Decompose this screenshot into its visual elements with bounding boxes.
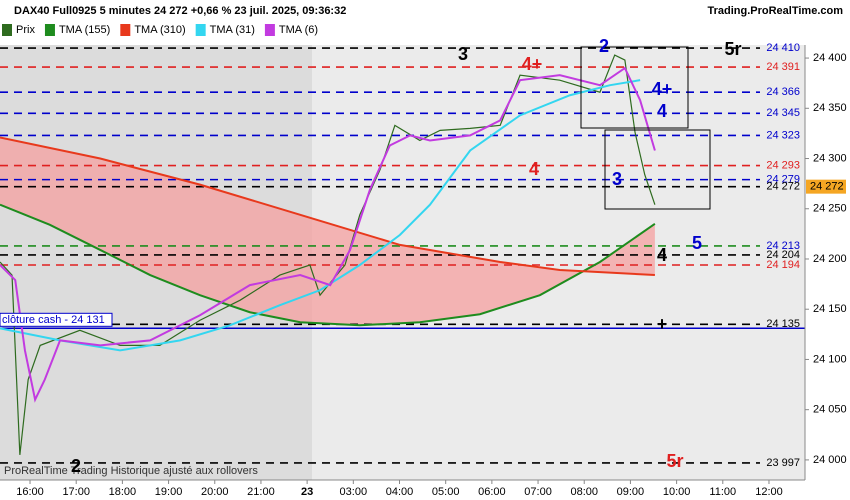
legend-swatch [195, 24, 206, 36]
y-tick-label: 24 400 [813, 52, 847, 64]
legend-swatch [120, 24, 131, 36]
annotation: 5r [666, 451, 683, 471]
legend-label: TMA (155) [59, 24, 110, 36]
x-tick-label: 17:00 [62, 486, 90, 498]
zone-box [580, 46, 689, 129]
legend-label: TMA (6) [279, 24, 318, 36]
y-tick-label: 24 350 [813, 102, 847, 114]
chart-title: DAX40 Full0925 5 minutes 24 272 +0,66 % … [14, 5, 346, 17]
series-line [0, 54, 656, 455]
level-label: 24 293 [766, 159, 800, 171]
x-tick-label: 04:00 [386, 486, 414, 498]
y-tick-label: 24 150 [813, 303, 847, 315]
last-price-label: 24 272 [810, 181, 844, 193]
y-tick-label: 24 200 [813, 253, 847, 265]
y-tick-label: 24 050 [813, 404, 847, 416]
level-label: 24 204 [766, 249, 800, 261]
last-price-badge [806, 179, 846, 194]
level-label: 24 279 [766, 174, 800, 186]
x-tick-label: 07:00 [524, 486, 552, 498]
annotation: 3 [458, 44, 468, 64]
level-label: 24 410 [766, 42, 800, 54]
legend-label: TMA (310) [134, 24, 185, 36]
legend-swatch [2, 24, 12, 36]
level-label: 24 345 [766, 107, 800, 119]
series-line [0, 66, 656, 403]
x-tick-label: 05:00 [432, 486, 460, 498]
cash-close-label: clôture cash - 24 131 [2, 314, 105, 326]
x-tick-label: 18:00 [109, 486, 137, 498]
annotation: 2 [599, 36, 609, 56]
level-label: 24 391 [766, 61, 800, 73]
y-tick-label: 24 100 [813, 353, 847, 365]
x-tick-label: 03:00 [340, 486, 368, 498]
area-fill [0, 137, 655, 326]
x-tick-label: 06:00 [478, 486, 506, 498]
level-label: 24 323 [766, 129, 800, 141]
x-tick-label: 16:00 [16, 486, 44, 498]
level-label: 24 366 [766, 86, 800, 98]
level-label: 24 135 [766, 318, 800, 330]
y-tick-label: 24 000 [813, 454, 847, 466]
legend-label: Prix [16, 24, 35, 36]
cash-close-box [0, 312, 113, 327]
annotation: + [657, 314, 668, 334]
legend-label: TMA (31) [210, 24, 255, 36]
annotation: 5 [692, 233, 702, 253]
source: Trading.ProRealTime.com [707, 5, 843, 17]
annotation: 4+ [522, 54, 543, 74]
x-tick-label: 09:00 [617, 486, 645, 498]
x-tick-label: 08:00 [570, 486, 598, 498]
annotation: 3 [612, 169, 622, 189]
series-line [0, 203, 656, 327]
y-tick-label: 24 300 [813, 152, 847, 164]
footer: ProRealTime Trading Historique ajusté au… [4, 465, 258, 477]
annotation: 4 [657, 101, 667, 121]
level-label: 24 213 [766, 240, 800, 252]
annotation: 4 [657, 245, 667, 265]
level-label: 23 997 [766, 457, 800, 469]
x-tick-label: 21:00 [247, 486, 275, 498]
legend-swatch [264, 24, 275, 36]
annotation: 5r [724, 39, 741, 59]
annotation: 2 [71, 456, 81, 476]
x-tick-label: 11:00 [709, 486, 736, 498]
series-line [0, 79, 641, 352]
annotation: 4+ [652, 79, 673, 99]
level-label: 24 272 [766, 181, 800, 193]
level-label: 24 194 [766, 259, 800, 271]
zone-box [604, 129, 711, 210]
x-tick-label: 12:00 [755, 486, 783, 498]
x-tick-label: 20:00 [201, 486, 229, 498]
legend-swatch [44, 24, 55, 36]
x-tick-label: 23 [301, 486, 313, 498]
series-line [0, 136, 655, 277]
x-tick-label: 19:00 [155, 486, 183, 498]
x-tick-label: 10:00 [663, 486, 691, 498]
y-tick-label: 24 250 [813, 203, 847, 215]
annotation: 4 [529, 159, 539, 179]
